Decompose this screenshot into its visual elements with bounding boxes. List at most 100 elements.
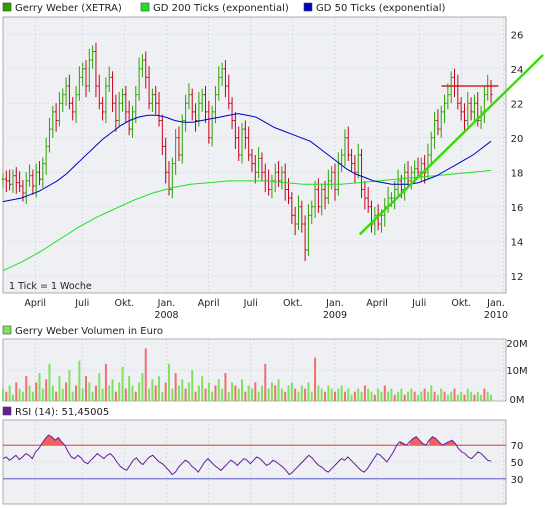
- ohlc-bar: [233, 111, 237, 149]
- ohlc-bar: [356, 143, 360, 179]
- volume-bar: [227, 391, 230, 401]
- volume-bar: [363, 385, 366, 401]
- volume-y-axis: 0M 10M 20M: [506, 339, 527, 406]
- ohlc-bar: [204, 86, 208, 124]
- x-tick-label: Jan.: [486, 298, 505, 309]
- ohlc-bar: [107, 66, 111, 93]
- volume-bar: [41, 388, 44, 401]
- volume-bar: [426, 391, 429, 401]
- ohlc-bar: [87, 48, 91, 93]
- volume-bar: [174, 373, 177, 401]
- ohlc-bar: [44, 137, 48, 175]
- rsi-panel: [2, 419, 507, 505]
- ohlc-bar: [190, 88, 194, 121]
- volume-bar: [314, 357, 317, 401]
- volume-bar: [124, 388, 127, 401]
- volume-bar: [443, 391, 446, 401]
- ohlc-bar: [71, 97, 75, 121]
- ohlc-bar: [313, 180, 317, 218]
- trend-line: [358, 54, 544, 236]
- volume-bar: [280, 388, 283, 401]
- volume-bar: [290, 382, 293, 401]
- volume-bar: [237, 388, 240, 401]
- ohlc-bar: [476, 92, 480, 127]
- volume-bar: [433, 391, 436, 401]
- volume-bar: [257, 391, 260, 401]
- volume-bar: [5, 391, 8, 401]
- volume-bar: [450, 391, 453, 401]
- legend-label-gd200: GD 200 Ticks (exponential): [153, 3, 289, 14]
- x-tick-label: Jan.: [325, 298, 344, 309]
- volume-bar: [347, 388, 350, 401]
- ohlc-bar: [157, 92, 161, 127]
- volume-bar: [367, 388, 370, 401]
- volume-bar: [267, 388, 270, 401]
- volume-bar: [284, 391, 287, 401]
- volume-bar: [456, 394, 459, 401]
- ohlc-bar: [277, 161, 281, 187]
- ohlc-bar: [227, 74, 231, 110]
- volume-bar: [390, 388, 393, 401]
- volume-bar: [270, 382, 273, 401]
- x-tick-label: Juli: [74, 298, 89, 309]
- volume-bar: [340, 385, 343, 401]
- ohlc-bar: [220, 62, 224, 86]
- ohlc-bar: [34, 163, 38, 198]
- volume-bar: [154, 385, 157, 401]
- ohlc-bar: [124, 86, 128, 124]
- ohlc-bar: [230, 97, 234, 130]
- volume-bar: [353, 391, 356, 401]
- volume-bar: [470, 391, 473, 401]
- price-y-tick-label: 16: [511, 203, 524, 214]
- ohlc-bar: [320, 183, 324, 216]
- x-tick-label: Juli: [243, 298, 258, 309]
- price-overlay-lines: [2, 54, 544, 272]
- volume-y-tick-label: 0M: [510, 395, 525, 406]
- ohlc-bar: [180, 114, 184, 164]
- volume-bar: [98, 373, 101, 401]
- volume-bar: [94, 385, 97, 401]
- ohlc-bar: [147, 66, 151, 110]
- volume-bar: [333, 391, 336, 401]
- rsi-y-tick-label: 50: [511, 458, 524, 469]
- ohlc-bar: [144, 51, 148, 89]
- x-tick-label: April: [198, 298, 220, 309]
- rsi-fill-segment: [42, 435, 65, 446]
- volume-bar: [211, 391, 214, 401]
- ohlc-bar: [84, 60, 88, 98]
- legend-swatch-gd50: [303, 2, 313, 12]
- volume-bar: [234, 385, 237, 401]
- ohlc-bar: [187, 83, 191, 110]
- volume-bar: [35, 382, 38, 401]
- ohlc-bar: [253, 155, 257, 184]
- price-y-tick-label: 24: [511, 65, 524, 76]
- ohlc-bar: [97, 74, 101, 110]
- ohlc-bar: [243, 120, 247, 149]
- volume-bar: [241, 379, 244, 401]
- ohlc-bar: [217, 66, 221, 101]
- ohlc-bar: [350, 148, 354, 173]
- volume-bar: [370, 391, 373, 401]
- ohlc-bar: [134, 86, 138, 124]
- ohlc-bar: [61, 88, 65, 112]
- volume-bar: [380, 391, 383, 401]
- volume-bar: [58, 376, 61, 401]
- price-y-axis: 12 14 16 18 20 22 24 26: [511, 30, 524, 283]
- volume-bar: [221, 388, 224, 401]
- ohlc-bar: [459, 97, 463, 121]
- legend-top: Gerry Weber (XETRA) GD 200 Ticks (expone…: [2, 2, 445, 14]
- x-year-label: 2009: [323, 310, 347, 321]
- rsi-fill-segment: [429, 436, 443, 446]
- volume-bar: [214, 385, 217, 401]
- rsi-path: [2, 434, 492, 476]
- ohlc-bar: [416, 157, 420, 179]
- ohlc-bar: [164, 137, 168, 184]
- ohlc-bar: [101, 97, 105, 121]
- ohlc-bar: [326, 169, 330, 205]
- ohlc-bar: [303, 215, 307, 262]
- ohlc-bar: [479, 105, 483, 130]
- ohlc-bar: [360, 148, 364, 199]
- ohlc-bar: [31, 169, 35, 195]
- volume-bar: [407, 391, 410, 401]
- volume-bar: [78, 360, 81, 401]
